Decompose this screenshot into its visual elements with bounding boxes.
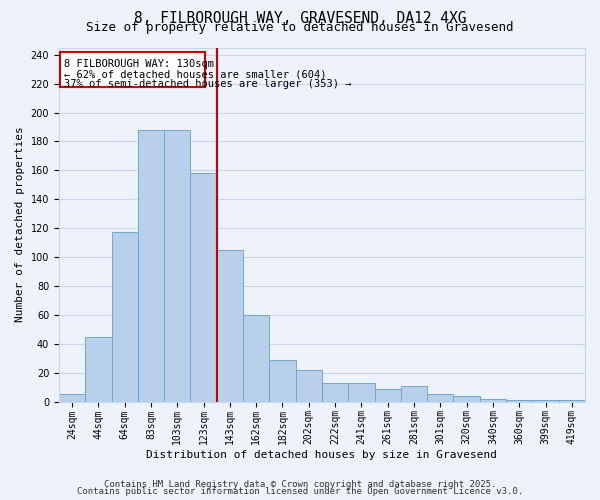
Bar	[164, 130, 190, 402]
Text: Contains HM Land Registry data © Crown copyright and database right 2025.: Contains HM Land Registry data © Crown c…	[104, 480, 496, 489]
Bar	[401, 386, 427, 402]
Text: Contains public sector information licensed under the Open Government Licence v3: Contains public sector information licen…	[77, 488, 523, 496]
Bar	[85, 336, 112, 402]
Text: 8 FILBOROUGH WAY: 130sqm: 8 FILBOROUGH WAY: 130sqm	[64, 59, 214, 69]
Bar	[217, 250, 243, 402]
Text: ← 62% of detached houses are smaller (604): ← 62% of detached houses are smaller (60…	[64, 69, 326, 79]
Bar	[427, 394, 454, 402]
Bar	[243, 315, 269, 402]
Bar	[59, 394, 85, 402]
X-axis label: Distribution of detached houses by size in Gravesend: Distribution of detached houses by size …	[146, 450, 497, 460]
Bar	[506, 400, 532, 402]
Bar	[296, 370, 322, 402]
Y-axis label: Number of detached properties: Number of detached properties	[15, 126, 25, 322]
Bar	[348, 383, 374, 402]
Text: 37% of semi-detached houses are larger (353) →: 37% of semi-detached houses are larger (…	[64, 80, 352, 90]
Bar	[112, 232, 138, 402]
Text: Size of property relative to detached houses in Gravesend: Size of property relative to detached ho…	[86, 21, 514, 34]
Bar	[480, 398, 506, 402]
Bar	[559, 400, 585, 402]
Bar	[374, 388, 401, 402]
Text: 8, FILBOROUGH WAY, GRAVESEND, DA12 4XG: 8, FILBOROUGH WAY, GRAVESEND, DA12 4XG	[134, 11, 466, 26]
FancyBboxPatch shape	[60, 52, 205, 86]
Bar	[454, 396, 480, 402]
Bar	[138, 130, 164, 402]
Bar	[190, 173, 217, 402]
Bar	[532, 400, 559, 402]
Bar	[269, 360, 296, 402]
Bar	[322, 383, 348, 402]
